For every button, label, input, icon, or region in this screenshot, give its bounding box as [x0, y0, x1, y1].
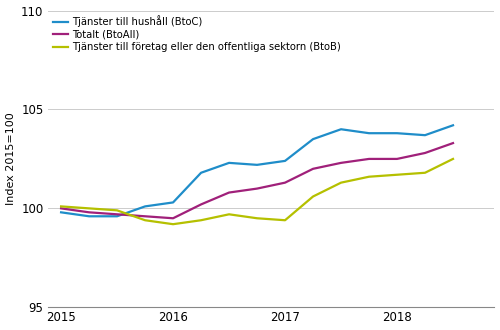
Tjänster till företag eller den offentliga sektorn (BtoB)	[114, 208, 120, 212]
Tjänster till hushåll (BtoC)	[114, 214, 120, 218]
Totalt (BtoAll)	[198, 202, 204, 206]
Tjänster till hushåll (BtoC)	[366, 131, 372, 135]
Tjänster till företag eller den offentliga sektorn (BtoB)	[310, 194, 316, 198]
Tjänster till företag eller den offentliga sektorn (BtoB)	[226, 212, 232, 216]
Tjänster till hushåll (BtoC)	[254, 163, 260, 167]
Tjänster till hushåll (BtoC)	[450, 123, 456, 127]
Totalt (BtoAll)	[142, 214, 148, 218]
Tjänster till företag eller den offentliga sektorn (BtoB)	[170, 222, 176, 226]
Totalt (BtoAll)	[226, 190, 232, 194]
Totalt (BtoAll)	[422, 151, 428, 155]
Totalt (BtoAll)	[450, 141, 456, 145]
Tjänster till hushåll (BtoC)	[198, 171, 204, 175]
Legend: Tjänster till hushåll (BtoC), Totalt (BtoAll), Tjänster till företag eller den o: Tjänster till hushåll (BtoC), Totalt (Bt…	[52, 16, 341, 52]
Tjänster till hushåll (BtoC)	[310, 137, 316, 141]
Tjänster till hushåll (BtoC)	[142, 204, 148, 208]
Totalt (BtoAll)	[170, 216, 176, 220]
Totalt (BtoAll)	[338, 161, 344, 165]
Tjänster till hushåll (BtoC)	[282, 159, 288, 163]
Tjänster till företag eller den offentliga sektorn (BtoB)	[86, 206, 92, 210]
Totalt (BtoAll)	[86, 210, 92, 214]
Tjänster till hushåll (BtoC)	[226, 161, 232, 165]
Tjänster till företag eller den offentliga sektorn (BtoB)	[338, 181, 344, 184]
Y-axis label: Index 2015=100: Index 2015=100	[6, 113, 16, 205]
Tjänster till företag eller den offentliga sektorn (BtoB)	[450, 157, 456, 161]
Tjänster till företag eller den offentliga sektorn (BtoB)	[366, 175, 372, 179]
Totalt (BtoAll)	[114, 212, 120, 216]
Totalt (BtoAll)	[58, 206, 64, 210]
Tjänster till företag eller den offentliga sektorn (BtoB)	[282, 218, 288, 222]
Totalt (BtoAll)	[254, 186, 260, 190]
Line: Tjänster till hushåll (BtoC): Tjänster till hushåll (BtoC)	[61, 125, 453, 216]
Totalt (BtoAll)	[366, 157, 372, 161]
Tjänster till hushåll (BtoC)	[86, 214, 92, 218]
Tjänster till hushåll (BtoC)	[58, 210, 64, 214]
Totalt (BtoAll)	[310, 167, 316, 171]
Tjänster till hushåll (BtoC)	[338, 127, 344, 131]
Tjänster till företag eller den offentliga sektorn (BtoB)	[142, 218, 148, 222]
Tjänster till hushåll (BtoC)	[422, 133, 428, 137]
Totalt (BtoAll)	[394, 157, 400, 161]
Tjänster till företag eller den offentliga sektorn (BtoB)	[254, 216, 260, 220]
Tjänster till företag eller den offentliga sektorn (BtoB)	[198, 218, 204, 222]
Tjänster till företag eller den offentliga sektorn (BtoB)	[58, 204, 64, 208]
Totalt (BtoAll)	[282, 181, 288, 184]
Tjänster till hushåll (BtoC)	[394, 131, 400, 135]
Tjänster till företag eller den offentliga sektorn (BtoB)	[394, 173, 400, 177]
Line: Tjänster till företag eller den offentliga sektorn (BtoB): Tjänster till företag eller den offentli…	[61, 159, 453, 224]
Tjänster till företag eller den offentliga sektorn (BtoB)	[422, 171, 428, 175]
Tjänster till hushåll (BtoC)	[170, 200, 176, 204]
Line: Totalt (BtoAll): Totalt (BtoAll)	[61, 143, 453, 218]
